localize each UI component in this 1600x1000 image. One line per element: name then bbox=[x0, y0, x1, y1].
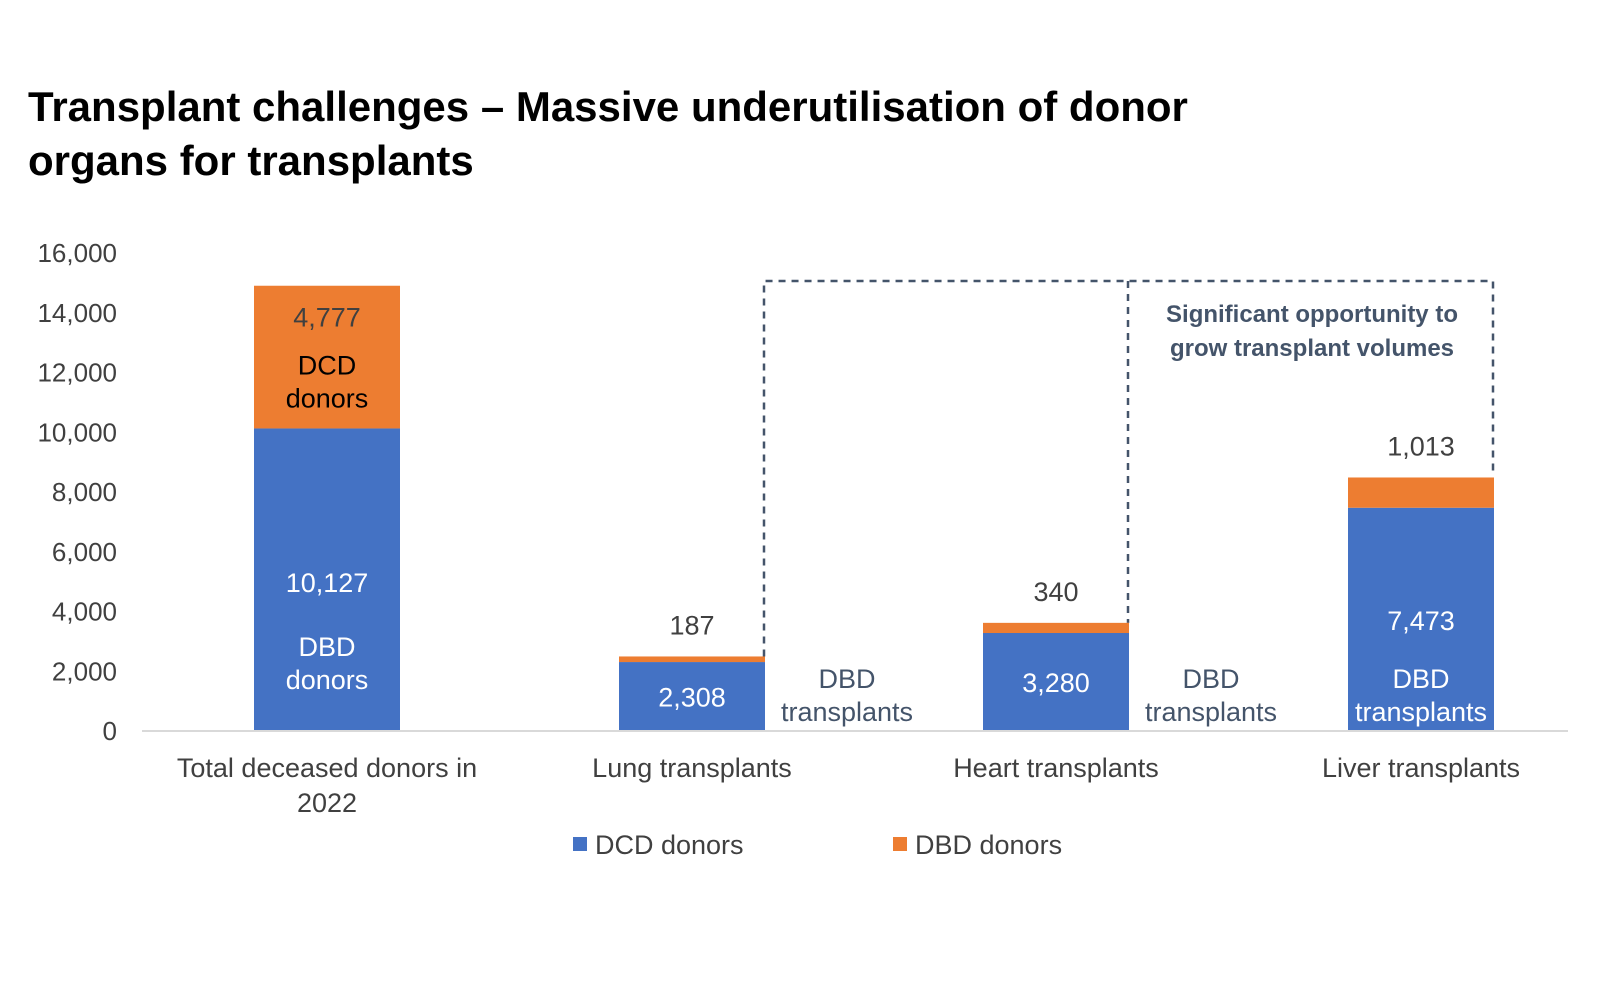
bar-dbd-donors bbox=[983, 622, 1129, 634]
x-category-label: Liver transplants bbox=[1322, 753, 1520, 783]
y-tick-label: 12,000 bbox=[37, 358, 117, 388]
side-label: transplants bbox=[781, 697, 913, 727]
y-tick-label: 8,000 bbox=[52, 477, 117, 507]
segment-text-dbd: donors bbox=[286, 384, 369, 414]
side-label: transplants bbox=[1145, 697, 1277, 727]
segment-text-dcd: DBD bbox=[298, 632, 355, 662]
data-label-dbd: 340 bbox=[1033, 577, 1078, 607]
bar-dbd-donors bbox=[254, 285, 400, 429]
bar-dcd-donors bbox=[619, 662, 765, 731]
segment-text-dbd: DCD bbox=[298, 351, 357, 381]
segment-text-dcd: donors bbox=[286, 665, 369, 695]
segment-text-dcd: DBD bbox=[1392, 664, 1449, 694]
x-category-label: 2022 bbox=[297, 788, 357, 818]
x-category-label: Lung transplants bbox=[592, 753, 792, 783]
bar-dbd-donors bbox=[1348, 477, 1494, 508]
x-category-label: Heart transplants bbox=[953, 753, 1159, 783]
bar-dbd-donors bbox=[619, 656, 765, 663]
y-tick-label: 16,000 bbox=[37, 238, 117, 268]
data-label-dcd: 2,308 bbox=[658, 683, 726, 713]
annotation-text: grow transplant volumes bbox=[1170, 335, 1454, 362]
y-tick-label: 2,000 bbox=[52, 656, 117, 686]
legend-swatch bbox=[893, 837, 907, 851]
x-category-label: Total deceased donors in bbox=[177, 753, 477, 783]
chart-title: Transplant challenges – Massive underuti… bbox=[28, 83, 1188, 184]
y-tick-label: 14,000 bbox=[37, 298, 117, 328]
data-label-dbd: 187 bbox=[669, 610, 714, 640]
opportunity-annotation: Significant opportunity to grow transplan… bbox=[762, 279, 1495, 657]
x-axis: Total deceased donors in 2022 Lung transpl… bbox=[142, 730, 1568, 818]
side-label: DBD bbox=[1182, 664, 1239, 694]
segment-labels: 10,127DBDdonors4,777DCDdonors2,308187DBD… bbox=[286, 303, 1487, 727]
data-label-dbd: 4,777 bbox=[293, 303, 361, 333]
y-tick-label: 6,000 bbox=[52, 537, 117, 567]
data-label-dcd: 10,127 bbox=[286, 568, 369, 598]
data-label-dcd: 7,473 bbox=[1387, 606, 1455, 636]
side-label: DBD bbox=[818, 664, 875, 694]
bars bbox=[254, 285, 1494, 731]
y-tick-label: 0 bbox=[103, 716, 117, 746]
legend-label: DCD donors bbox=[595, 830, 744, 860]
y-axis: 0 2,000 4,000 6,000 8,000 10,000 12,000 14,000 1… bbox=[37, 238, 117, 746]
legend-swatch bbox=[573, 837, 587, 851]
annotation-text: Significant opportunity to bbox=[1166, 301, 1458, 328]
annotation-box bbox=[762, 279, 1495, 657]
data-label-dcd: 3,280 bbox=[1022, 668, 1090, 698]
data-label-dbd: 1,013 bbox=[1387, 431, 1455, 461]
bar-dcd-donors bbox=[983, 633, 1129, 731]
legend: DCD donors DBD donors bbox=[573, 830, 1062, 860]
bar-dcd-donors bbox=[254, 428, 400, 731]
y-tick-label: 10,000 bbox=[37, 417, 117, 447]
segment-text-dcd: transplants bbox=[1355, 697, 1487, 727]
legend-label: DBD donors bbox=[915, 830, 1062, 860]
y-tick-label: 4,000 bbox=[52, 597, 117, 627]
bar-dcd-donors bbox=[1348, 507, 1494, 731]
